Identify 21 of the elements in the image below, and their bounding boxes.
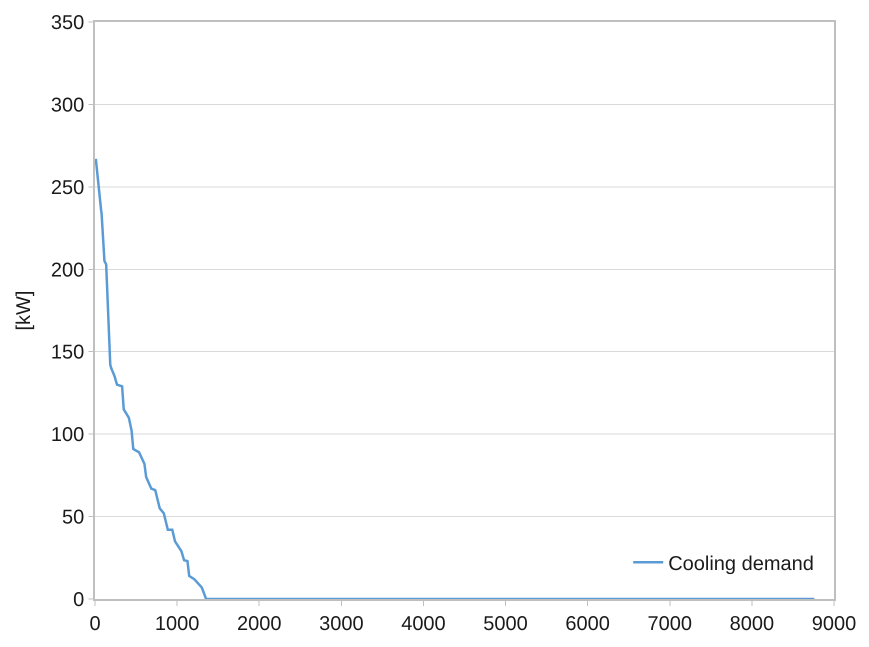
x-tick-label: 2000 xyxy=(236,612,282,635)
x-tick-label: 5000 xyxy=(483,612,528,635)
y-axis-title: [kW] xyxy=(12,290,35,330)
y-tick-label: 200 xyxy=(50,259,84,282)
x-tick-label: 7000 xyxy=(648,612,692,635)
x-tick-label: 6000 xyxy=(565,612,610,635)
y-tick-label: 0 xyxy=(73,589,84,611)
y-tick-label: 250 xyxy=(50,176,84,199)
x-tick-label: 9000 xyxy=(812,612,856,635)
x-tick-label: 3000 xyxy=(319,612,364,635)
y-tick-label: 350 xyxy=(50,12,84,34)
x-tick-label: 0 xyxy=(89,612,101,635)
y-tick-label: 100 xyxy=(50,424,84,446)
x-tick-label: 4000 xyxy=(401,612,446,635)
y-tick-label: 300 xyxy=(50,94,84,116)
legend-label: Cooling demand xyxy=(668,552,814,575)
line-series xyxy=(95,158,816,599)
y-tick-label: 150 xyxy=(50,342,84,364)
x-tick-label: 1000 xyxy=(154,612,200,635)
y-tick-label: 50 xyxy=(62,506,84,529)
x-tick-label: 8000 xyxy=(730,612,774,635)
